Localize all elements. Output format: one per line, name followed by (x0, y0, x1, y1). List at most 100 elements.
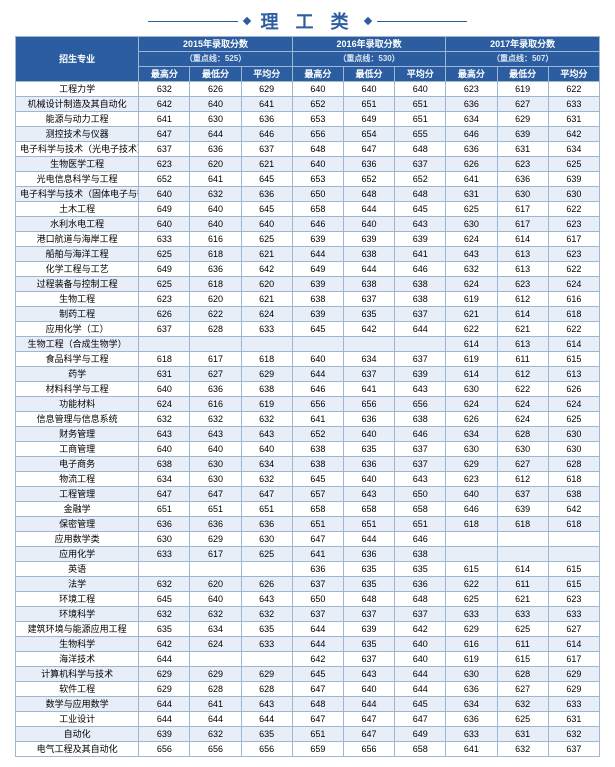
cell-score: 640 (139, 217, 190, 232)
cell-score (190, 337, 241, 352)
table-row: 财务管理643643643652640646634628630 (16, 427, 600, 442)
cell-score: 635 (241, 727, 292, 742)
cell-score (190, 652, 241, 667)
table-row: 建筑环境与能源应用工程635634635644639642629625627 (16, 622, 600, 637)
cell-score: 636 (446, 97, 497, 112)
cell-score: 633 (241, 322, 292, 337)
cell-score: 614 (446, 367, 497, 382)
cell-score: 618 (548, 472, 599, 487)
cell-score: 638 (292, 457, 343, 472)
cell-score: 641 (395, 247, 446, 262)
table-row: 信息管理与信息系统632632632641636638626624625 (16, 412, 600, 427)
cell-major: 数学与应用数学 (16, 697, 139, 712)
cell-score: 633 (548, 97, 599, 112)
cell-score: 621 (497, 322, 548, 337)
cell-score: 653 (292, 112, 343, 127)
cell-major: 功能材料 (16, 397, 139, 412)
cell-score: 636 (241, 517, 292, 532)
cell-major: 海洋技术 (16, 652, 139, 667)
cell-score: 614 (446, 337, 497, 352)
cell-major: 计算机科学与技术 (16, 667, 139, 682)
cell-score: 640 (343, 217, 394, 232)
cell-score: 647 (343, 142, 394, 157)
cell-score: 658 (292, 502, 343, 517)
table-row: 港口航道与海岸工程633616625639639639624614617 (16, 232, 600, 247)
cell-score: 630 (446, 667, 497, 682)
cell-score: 639 (292, 232, 343, 247)
cell-score: 640 (343, 427, 394, 442)
cell-score: 640 (292, 352, 343, 367)
th-year-2017-sub: （重点线：507） (446, 52, 600, 67)
cell-score (548, 532, 599, 547)
cell-score: 634 (139, 472, 190, 487)
cell-score: 624 (446, 397, 497, 412)
cell-score: 630 (190, 112, 241, 127)
cell-score: 644 (343, 262, 394, 277)
cell-major: 法学 (16, 577, 139, 592)
cell-score: 615 (548, 352, 599, 367)
cell-score: 622 (497, 382, 548, 397)
cell-score: 644 (343, 697, 394, 712)
scores-table: 招生专业 2015年录取分数 2016年录取分数 2017年录取分数 （重点线：… (15, 36, 600, 757)
cell-score: 629 (241, 367, 292, 382)
cell-score: 617 (190, 352, 241, 367)
cell-score: 616 (548, 292, 599, 307)
cell-major: 药学 (16, 367, 139, 382)
cell-score: 636 (446, 142, 497, 157)
cell-major: 物流工程 (16, 472, 139, 487)
cell-score: 644 (139, 697, 190, 712)
cell-score: 641 (241, 97, 292, 112)
cell-score: 651 (139, 502, 190, 517)
table-row: 电子科学与技术（光电子技术）63763663764864764863663163… (16, 142, 600, 157)
table-row: 药学631627629644637639614612613 (16, 367, 600, 382)
cell-score: 634 (190, 622, 241, 637)
cell-score: 618 (548, 517, 599, 532)
cell-score: 651 (395, 97, 446, 112)
cell-score: 640 (190, 442, 241, 457)
cell-score: 638 (292, 442, 343, 457)
cell-score: 630 (446, 382, 497, 397)
table-row: 应用数学类630629630647644646 (16, 532, 600, 547)
cell-major: 环境科学 (16, 607, 139, 622)
cell-score: 649 (395, 727, 446, 742)
cell-score: 636 (139, 517, 190, 532)
th-year-2015-sub: （重点线：525） (139, 52, 293, 67)
cell-score: 636 (343, 412, 394, 427)
cell-score: 623 (548, 592, 599, 607)
cell-score: 632 (139, 412, 190, 427)
cell-score: 637 (292, 607, 343, 622)
table-row: 机械设计制造及其自动化642640641652651651636627633 (16, 97, 600, 112)
cell-score: 640 (139, 187, 190, 202)
cell-score: 623 (548, 247, 599, 262)
title-bar: 理 工 类 (0, 0, 615, 36)
cell-score: 632 (497, 742, 548, 757)
cell-score: 612 (497, 292, 548, 307)
cell-score: 648 (292, 142, 343, 157)
cell-score: 641 (292, 412, 343, 427)
cell-score: 630 (190, 457, 241, 472)
cell-score: 640 (190, 217, 241, 232)
cell-score: 631 (497, 142, 548, 157)
cell-score: 655 (395, 127, 446, 142)
cell-major: 化学工程与工艺 (16, 262, 139, 277)
cell-major: 电子科学与技术（光电子技术） (16, 142, 139, 157)
cell-score: 632 (241, 607, 292, 622)
cell-score: 635 (343, 442, 394, 457)
cell-score: 643 (395, 382, 446, 397)
cell-score: 638 (395, 547, 446, 562)
table-row: 化学工程与工艺649636642649644646632613622 (16, 262, 600, 277)
cell-score: 637 (241, 142, 292, 157)
cell-score: 611 (497, 637, 548, 652)
table-row: 水利水电工程640640640646640643630617623 (16, 217, 600, 232)
cell-score: 652 (343, 172, 394, 187)
cell-score: 645 (139, 592, 190, 607)
cell-score: 637 (395, 457, 446, 472)
cell-score: 617 (497, 202, 548, 217)
cell-score: 628 (190, 322, 241, 337)
cell-score: 627 (497, 457, 548, 472)
cell-major: 生物工程 (16, 292, 139, 307)
cell-major: 应用数学类 (16, 532, 139, 547)
cell-score: 649 (292, 262, 343, 277)
cell-score: 647 (139, 127, 190, 142)
cell-score: 642 (343, 322, 394, 337)
